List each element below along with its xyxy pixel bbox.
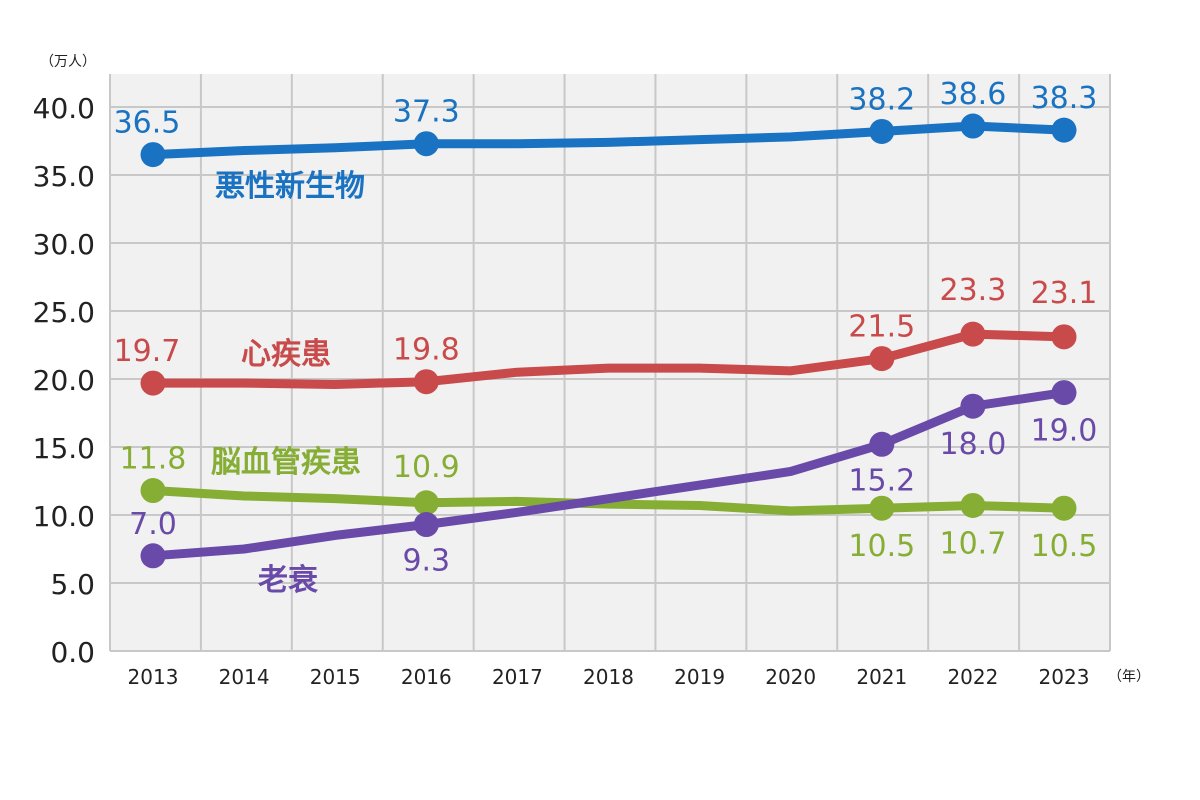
data-point: [1051, 117, 1077, 143]
y-tick-label: 40.0: [33, 92, 95, 125]
series-line: [148, 388, 1069, 561]
data-point: [869, 495, 895, 521]
x-tick-label: 2019: [674, 665, 725, 689]
data-label: 23.1: [1031, 276, 1098, 311]
data-label: 36.5: [114, 106, 181, 141]
data-label: 38.3: [1031, 81, 1098, 116]
data-label: 10.5: [848, 529, 915, 564]
series-name-label: 脳血管疾患: [211, 445, 361, 480]
series-line: [148, 486, 1069, 516]
data-point: [1051, 324, 1077, 350]
data-point: [1051, 495, 1077, 521]
data-point: [413, 512, 439, 538]
x-tick-label: 2020: [765, 665, 816, 689]
data-label: 15.2: [848, 463, 915, 498]
x-tick-label: 2018: [583, 665, 634, 689]
data-label: 21.5: [848, 310, 915, 345]
x-tick-label: 2017: [492, 665, 543, 689]
data-point: [869, 346, 895, 372]
data-label: 38.2: [848, 82, 915, 117]
data-label: 38.6: [940, 77, 1007, 112]
data-label: 23.3: [940, 273, 1007, 308]
x-axis-ticks: 2013 2014 2015 2016 2017 2018 2019 2020 2021 2022…: [128, 665, 1090, 689]
y-tick-label: 25.0: [33, 296, 95, 329]
data-point: [140, 543, 166, 569]
data-point: [140, 370, 166, 396]
data-point: [960, 492, 986, 518]
data-point: [140, 142, 166, 168]
y-tick-label: 30.0: [33, 228, 95, 261]
data-point: [869, 431, 895, 457]
data-label: 19.8: [393, 333, 460, 368]
data-point: [413, 131, 439, 157]
series-line: [148, 329, 1069, 389]
x-axis-unit: （年）: [1108, 669, 1150, 685]
data-label: 19.7: [114, 334, 181, 369]
data-point: [960, 393, 986, 419]
y-tick-label: 5.0: [50, 568, 95, 601]
data-label: 10.5: [1031, 529, 1098, 564]
x-tick-label: 2013: [128, 665, 179, 689]
y-axis-ticks: 0.0 5.0 10.0 15.0 20.0 25.0 30.0 35.0 40.0: [33, 92, 95, 669]
data-label: 18.0: [940, 427, 1007, 462]
data-point: [960, 113, 986, 139]
y-tick-label: 35.0: [33, 160, 95, 193]
x-tick-label: 2014: [219, 665, 270, 689]
series-1: 36.5 37.3 38.2 38.6 38.3 悪性新生物: [114, 77, 1098, 204]
data-label: 10.7: [940, 526, 1007, 561]
series-3: 11.8 10.9 10.5 10.7 10.5 脳血管疾患: [120, 442, 1098, 565]
series-name-label: 心疾患: [241, 337, 331, 372]
y-axis-unit: （万人）: [40, 54, 96, 70]
data-point: [413, 369, 439, 395]
data-label: 7.0: [129, 507, 177, 542]
y-tick-label: 0.0: [50, 636, 95, 669]
x-tick-label: 2021: [856, 665, 907, 689]
data-label: 11.8: [120, 442, 187, 477]
data-point: [140, 478, 166, 504]
data-point: [960, 321, 986, 347]
series-4: 7.0 9.3 15.2 18.0 19.0 老衰: [129, 380, 1097, 598]
data-label: 37.3: [393, 95, 460, 130]
data-label: 9.3: [402, 544, 450, 579]
data-label: 10.9: [393, 450, 460, 485]
y-tick-label: 15.0: [33, 432, 95, 465]
series-name-label: 悪性新生物: [215, 169, 365, 204]
series-name-label: 老衰: [258, 563, 318, 598]
x-tick-label: 2022: [947, 665, 998, 689]
data-label: 19.0: [1031, 414, 1098, 449]
data-point: [413, 490, 439, 516]
data-point: [1051, 380, 1077, 406]
series-line: [148, 121, 1069, 160]
y-tick-label: 20.0: [33, 364, 95, 397]
x-tick-label: 2016: [401, 665, 452, 689]
y-tick-label: 10.0: [33, 500, 95, 533]
x-tick-label: 2015: [310, 665, 361, 689]
series-2: 19.7 19.8 21.5 23.3 23.1 心疾患: [114, 273, 1098, 396]
x-tick-label: 2023: [1039, 665, 1090, 689]
data-point: [869, 118, 895, 144]
plot-background: [110, 74, 1110, 652]
